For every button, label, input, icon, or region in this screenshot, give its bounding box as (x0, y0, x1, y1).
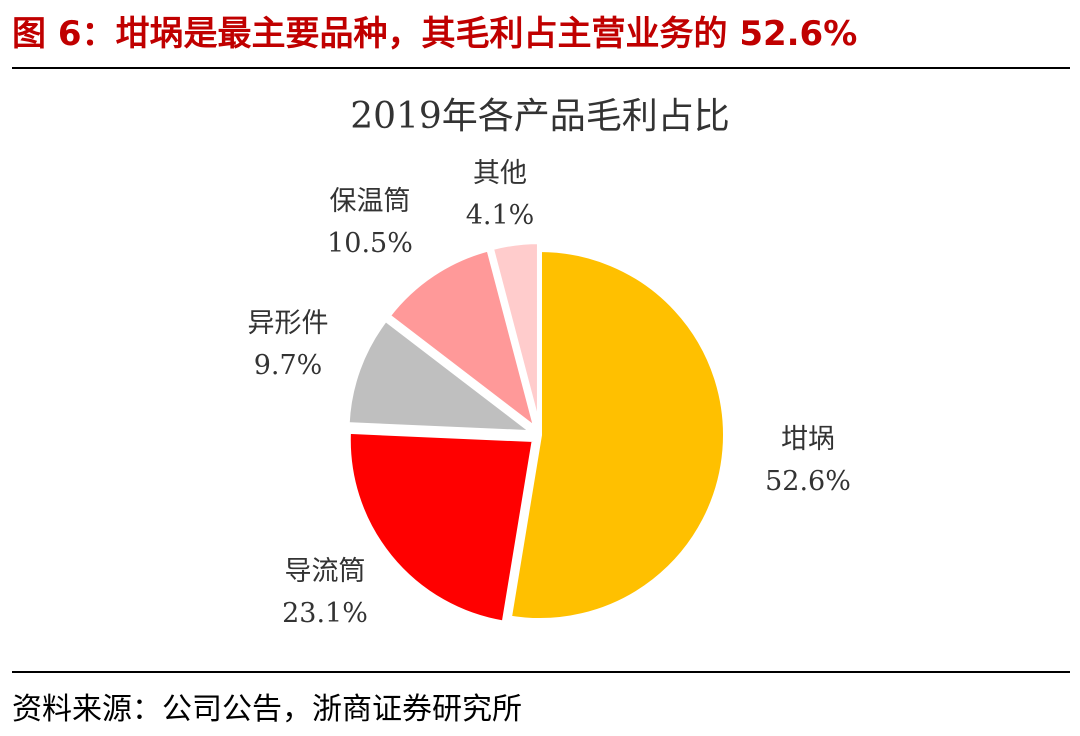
pie-slice-4 (386, 247, 538, 431)
slice-value-label: 4.1% (466, 200, 535, 231)
pie-labels: 坩埚 52.6% 导流筒 23.1% 异形件 9.7% 保温筒 10.5% 其他 4.1% (248, 158, 851, 629)
slice-value-label: 52.6% (765, 466, 851, 497)
slice-name-label: 导流筒 (285, 556, 366, 587)
figure-caption: 图 6：坩埚是最主要品种，其毛利占主营业务的 52.6% (12, 14, 858, 54)
source-note: 资料来源：公司公告，浙商证券研究所 (12, 692, 522, 727)
slice-name-label: 坩埚 (781, 424, 835, 455)
pie-chart: 2019年各产品毛利占比 坩埚 52.6% 导流筒 23.1% 异形件 9.7% 保温筒 10… (248, 96, 851, 629)
slice-name-label: 其他 (473, 158, 527, 189)
pie-slices (345, 240, 727, 625)
pie-slice-2 (346, 429, 536, 625)
slice-name-label: 保温筒 (330, 186, 411, 217)
slice-value-label: 9.7% (254, 350, 323, 381)
chart-title: 2019年各产品毛利占比 (350, 96, 730, 137)
slice-value-label: 23.1% (282, 598, 368, 629)
top-divider (12, 67, 1070, 69)
slice-name-label: 异形件 (248, 308, 329, 339)
bottom-divider (12, 671, 1070, 673)
pie-slice-5 (489, 240, 541, 430)
pie-slice-1 (507, 248, 727, 622)
pie-slice-3 (345, 317, 535, 435)
slice-value-label: 10.5% (327, 228, 413, 259)
